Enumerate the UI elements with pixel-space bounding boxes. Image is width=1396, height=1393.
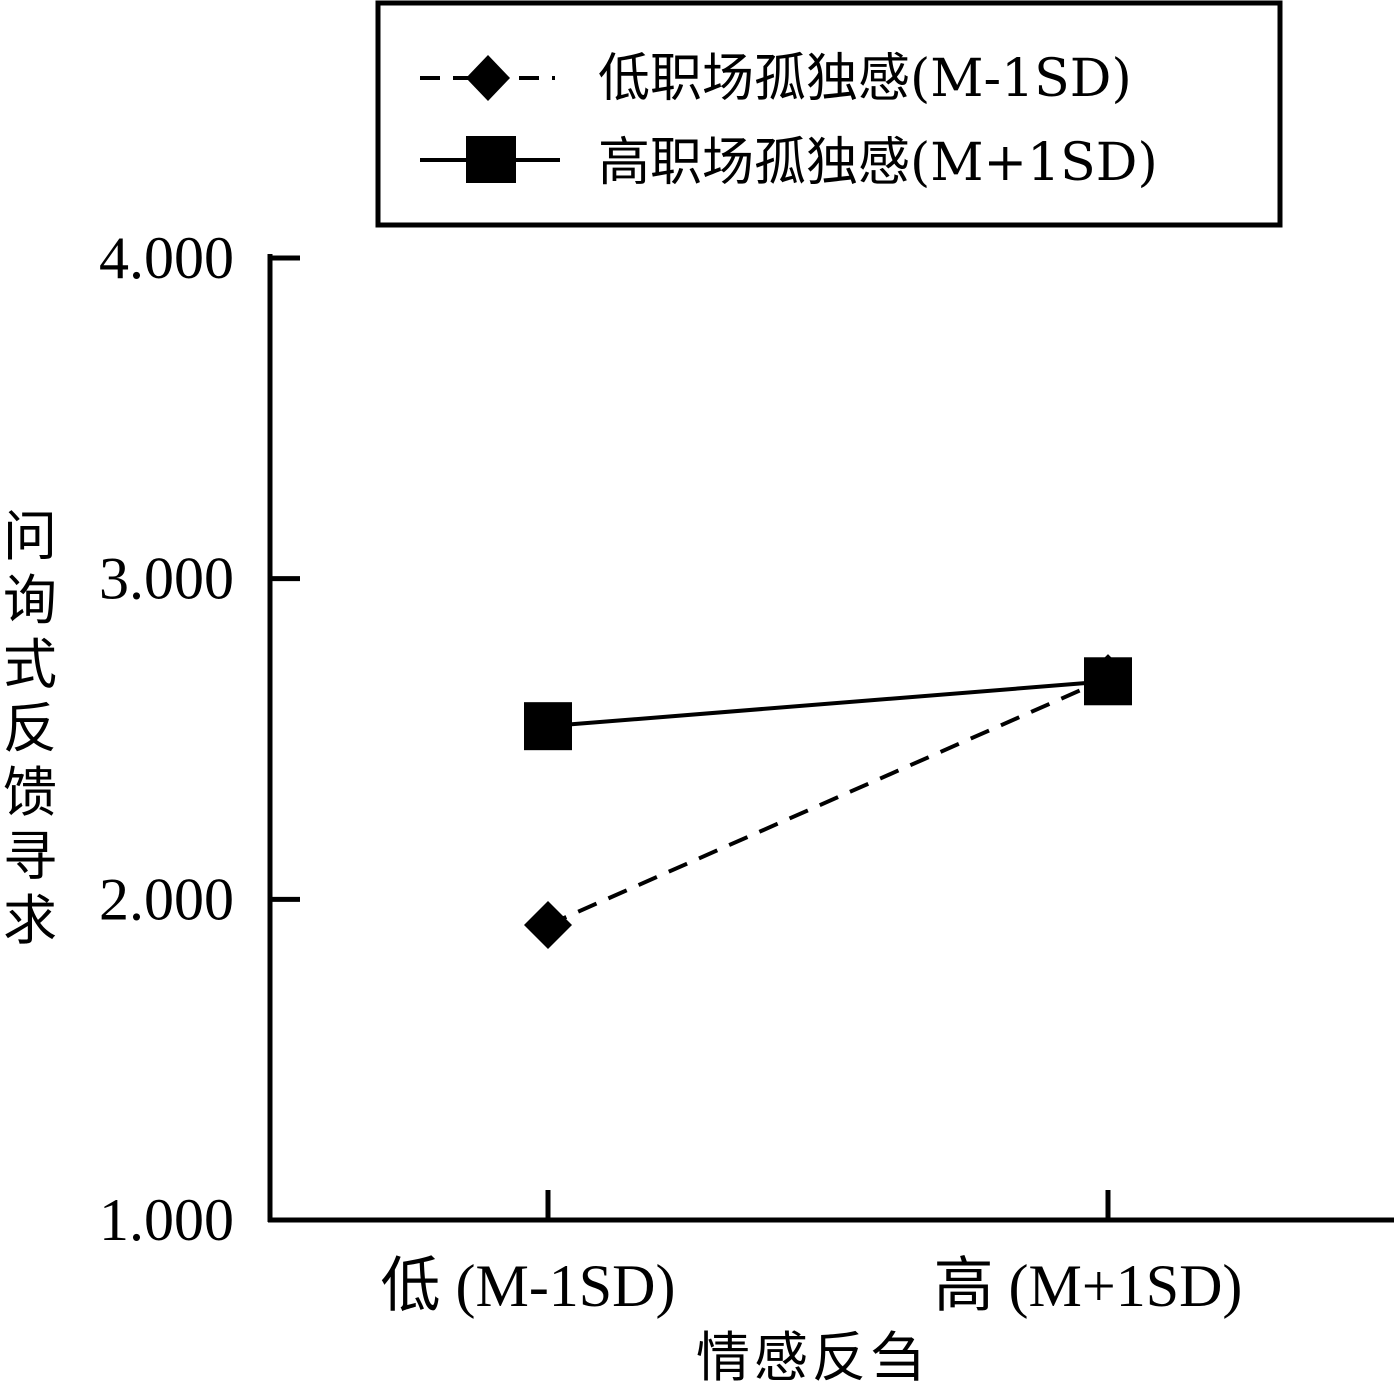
legend-label-1: 高职场孤独感(M+1SD) bbox=[598, 133, 1158, 193]
legend-marker-0 bbox=[466, 55, 510, 101]
y-ticks: 1.000 2.000 3.000 4.000 bbox=[99, 225, 300, 1253]
x-tick-label: 高 (M+1SD) bbox=[934, 1253, 1243, 1319]
y-tick-label: 1.000 bbox=[99, 1187, 234, 1253]
x-ticks: 低 (M-1SD) 高 (M+1SD) bbox=[381, 1190, 1243, 1319]
y-axis-title-char: 式 bbox=[3, 633, 57, 696]
y-axis-title-char: 求 bbox=[3, 889, 57, 952]
y-axis-title-char: 询 bbox=[3, 569, 57, 632]
legend-item-0: 低职场孤独感(M-1SD) bbox=[420, 49, 1132, 109]
series-0 bbox=[524, 654, 1132, 949]
legend: 低职场孤独感(M-1SD) 高职场孤独感(M+1SD) bbox=[375, 0, 1283, 228]
series-1 bbox=[524, 657, 1132, 751]
y-axis-title-char: 反 bbox=[3, 697, 57, 760]
legend-label-0: 低职场孤独感(M-1SD) bbox=[598, 49, 1132, 109]
legend-box bbox=[375, 0, 1283, 228]
y-axis-title-char: 馈 bbox=[3, 761, 57, 824]
y-tick-label: 2.000 bbox=[99, 866, 234, 932]
data-point-diamond bbox=[524, 900, 572, 949]
x-axis-title: 情感反刍 bbox=[696, 1326, 928, 1389]
y-tick-label: 4.000 bbox=[99, 225, 234, 291]
y-axis-title-char: 问 bbox=[3, 505, 57, 568]
series-line-0 bbox=[547, 676, 1109, 927]
data-point-square bbox=[1084, 657, 1132, 706]
legend-item-1: 高职场孤独感(M+1SD) bbox=[420, 133, 1158, 193]
x-tick-label: 低 (M-1SD) bbox=[381, 1253, 676, 1319]
legend-marker-1 bbox=[466, 136, 516, 183]
y-axis-title-char: 寻 bbox=[3, 825, 57, 888]
series-line-1 bbox=[547, 679, 1109, 729]
y-tick-label: 3.000 bbox=[99, 546, 234, 612]
data-point-square bbox=[524, 702, 572, 751]
y-axis-title: 问询式反馈寻求 bbox=[3, 505, 57, 952]
